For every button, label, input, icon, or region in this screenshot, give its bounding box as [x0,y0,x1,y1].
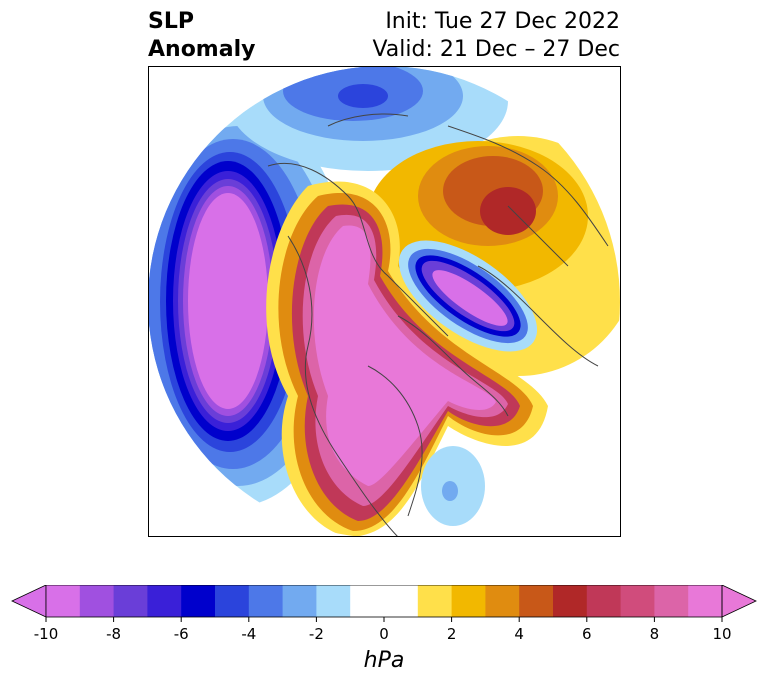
colorbar-bin [519,585,554,617]
negative-anomaly-scandinavia [398,240,538,352]
colorbar-bin [688,585,723,617]
colorbar-tick-label: 8 [650,625,660,643]
colorbar-tick-label: 0 [379,625,389,643]
date-info: Init: Tue 27 Dec 2022 Valid: 21 Dec – 27… [372,8,620,64]
positive-anomaly-north-america [266,181,548,537]
colorbar-tick-label: -4 [241,625,256,643]
map-title: SLP Anomaly [148,8,255,64]
colorbar-bin [147,585,182,617]
colorbar-tick-label: -2 [309,625,324,643]
slp-anomaly-map [148,66,621,537]
coastlines [267,113,609,537]
colorbar-bin [248,585,284,617]
colorbar-bin [553,585,588,617]
colorbar-tick-label: -8 [106,625,121,643]
colorbar-bin [46,585,81,617]
negative-anomaly-north [228,66,508,171]
colorbar-tick-label: -10 [34,625,59,643]
colorbar-bin [417,585,453,617]
title-line-2: Anomaly [148,37,256,62]
colorbar-unit: hPa [363,648,405,673]
colorbar-tick-label: 10 [712,625,731,643]
valid-label: Valid: 21 Dec – 27 Dec [372,37,620,62]
colorbar-tick-label: 6 [582,625,592,643]
colorbar-bin [316,585,351,617]
colorbar-bin [215,585,250,617]
colorbar-bin [181,585,216,617]
colorbar-bin [586,585,622,617]
colorbar-bin [79,585,115,617]
colorbar-bin [451,585,486,617]
colorbar-bin [113,585,148,617]
colorbar-tick-label: 2 [447,625,457,643]
colorbar-bin [282,585,317,617]
colorbar-bin [485,585,520,617]
colorbar-extend-high [721,585,757,618]
negative-anomaly-atlantic [421,446,485,526]
colorbar-tick-label: -6 [174,625,189,643]
colorbar-tick-label: 4 [514,625,524,643]
colorbar: -10 -8 -6 -4 -2 0 2 4 6 8 10 [11,585,757,643]
colorbar-extend-low [11,585,47,618]
colorbar-bin [350,585,419,617]
init-label: Init: Tue 27 Dec 2022 [385,9,620,34]
colorbar-bin [654,585,689,617]
title-line-1: SLP [148,9,194,34]
colorbar-bin [620,585,655,617]
